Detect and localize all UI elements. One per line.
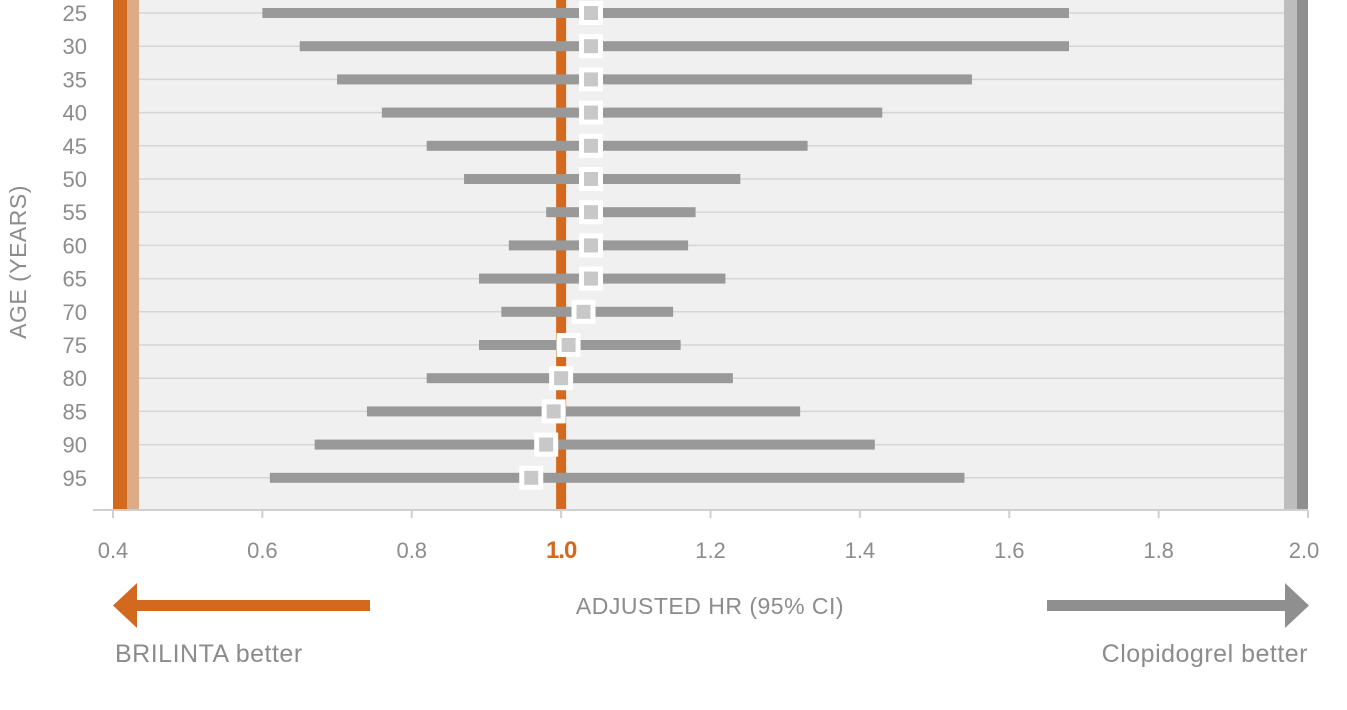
ci-bar (269, 472, 965, 483)
ci-bar (546, 207, 696, 218)
ci-bar (381, 107, 883, 118)
x-tick-label: 1.4 (845, 538, 876, 563)
arrow-head (113, 583, 137, 628)
hr-marker (554, 371, 569, 386)
arrow-shaft (1047, 600, 1287, 611)
hr-marker (539, 437, 554, 452)
x-tick-labels: 0.4 0.6 0.8 1.0 1.2 1.4 1.6 1.8 2.0 (98, 537, 1320, 564)
ci-bar (337, 74, 972, 85)
y-tick-label: 95 (63, 466, 87, 491)
hr-marker (584, 138, 598, 153)
y-tick-label: 75 (63, 333, 87, 358)
y-tick-label: 45 (63, 134, 87, 159)
ci-bar (426, 140, 808, 151)
arrow-head (1285, 583, 1309, 628)
hr-marker (546, 404, 561, 419)
clopidogrel-better-label: Clopidogrel better (1102, 640, 1308, 668)
y-tick-label: 70 (63, 300, 87, 325)
hr-markers (519, 1, 603, 490)
x-tick-label: 0.8 (396, 538, 427, 563)
hr-marker (584, 172, 598, 186)
y-tick-label: 35 (63, 67, 87, 92)
hr-marker (584, 271, 598, 286)
hr-marker (584, 205, 598, 220)
y-tick-label: 25 (63, 1, 87, 26)
reference-line (556, 0, 567, 510)
clopidogrel-band (1297, 0, 1308, 510)
ci-bar (366, 406, 801, 417)
hr-marker (576, 304, 591, 319)
brilinta-band (113, 0, 127, 510)
boundary-bands (113, 0, 1308, 510)
y-tick-label: 55 (63, 200, 87, 225)
x-tick-label: 0.6 (247, 538, 278, 563)
x-tick-label: 0.4 (98, 538, 129, 563)
ci-bar (314, 439, 875, 450)
ci-bar (299, 41, 1069, 52)
ci-bar (426, 373, 733, 384)
y-tick-label: 85 (63, 399, 87, 424)
hr-marker (584, 39, 598, 54)
x-tick-label: 1.6 (994, 538, 1025, 563)
brilinta-better-label: BRILINTA better (115, 640, 303, 668)
hr-marker (584, 6, 598, 20)
y-tick-label: 50 (63, 167, 87, 192)
y-tick-label: 30 (63, 34, 87, 59)
x-axis-title: ADJUSTED HR (95% CI) (576, 593, 844, 619)
x-tick-label: 1.2 (695, 538, 726, 563)
ci-bar (262, 8, 1069, 18)
y-tick-labels: 25 30 35 40 45 50 55 60 65 70 75 80 85 90 95 (63, 1, 87, 491)
y-tick-label: 60 (63, 233, 87, 258)
axes (93, 509, 1309, 518)
y-tick-label: 90 (63, 433, 87, 458)
reference-line-1-0 (556, 0, 567, 510)
hr-marker (561, 338, 576, 352)
clopidogrel-band-light (1284, 0, 1297, 510)
x-tick-label: 1.8 (1143, 538, 1174, 563)
hr-marker (524, 470, 539, 485)
y-axis-title: AGE (YEARS) (5, 185, 31, 339)
brilinta-band-light (127, 0, 139, 510)
plot-background (113, 0, 1308, 510)
y-tick-label: 80 (63, 366, 87, 391)
hr-marker (584, 105, 598, 120)
hr-marker (584, 238, 598, 253)
x-tick-label: 2.0 (1289, 538, 1320, 563)
y-tick-label: 40 (63, 101, 87, 126)
arrow-shaft (135, 600, 370, 611)
x-tick-label: 1.0 (546, 537, 577, 564)
y-tick-label: 65 (63, 267, 87, 292)
brilinta-better-arrow-icon (113, 583, 370, 628)
hr-marker (584, 72, 598, 87)
clopidogrel-better-arrow-icon (1047, 583, 1309, 628)
